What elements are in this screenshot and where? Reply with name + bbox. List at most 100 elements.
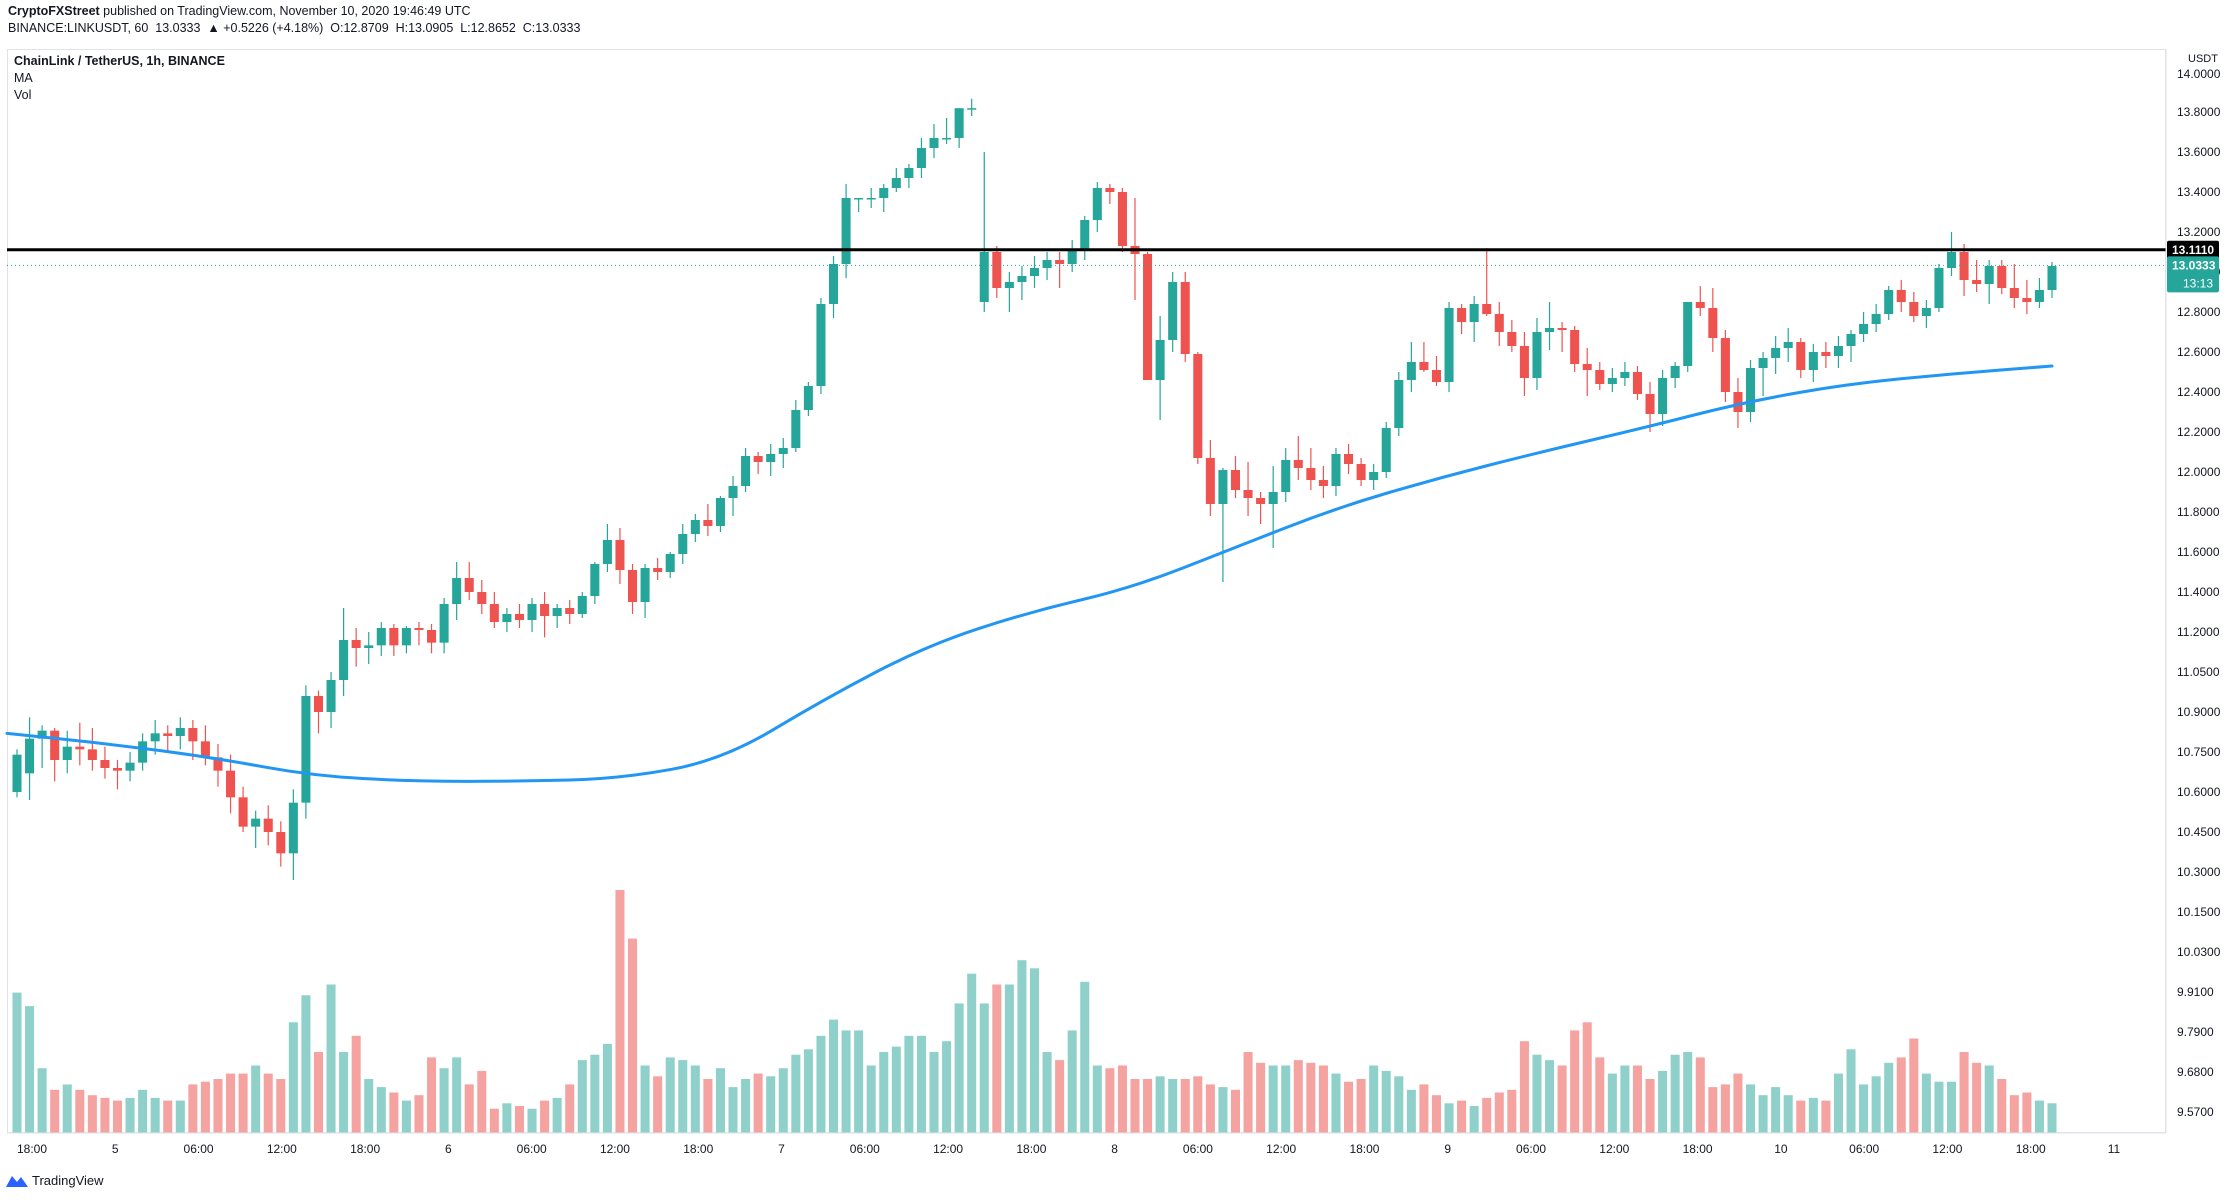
- volume-bar: [1871, 1076, 1881, 1133]
- x-tick-label: 18:00: [683, 1142, 713, 1156]
- candle: [791, 400, 801, 452]
- volume-bar: [678, 1060, 688, 1133]
- candle: [778, 438, 788, 468]
- candle-body: [401, 628, 411, 646]
- candle-body: [1532, 332, 1542, 378]
- volume-bar: [866, 1065, 876, 1133]
- candle-body: [1557, 328, 1567, 330]
- candle: [1796, 338, 1806, 378]
- candle-body: [1381, 428, 1391, 472]
- candle-body: [879, 188, 889, 198]
- volume-bar: [665, 1057, 675, 1133]
- candle: [1632, 366, 1642, 400]
- candle-body: [238, 797, 248, 827]
- volume-bar: [1444, 1103, 1454, 1133]
- volume-bar: [1783, 1095, 1793, 1133]
- candle: [163, 725, 173, 752]
- candle: [1155, 316, 1165, 420]
- volume-bar: [1193, 1076, 1203, 1133]
- candle-body: [351, 640, 361, 648]
- x-tick-label: 9: [1444, 1142, 1451, 1156]
- candle-body: [427, 630, 437, 643]
- candle-body: [1519, 346, 1529, 378]
- candle-body: [1469, 304, 1479, 322]
- candle: [728, 476, 738, 516]
- candle-body: [1017, 276, 1027, 282]
- candle: [1356, 458, 1366, 486]
- x-tick-label: 06:00: [184, 1142, 214, 1156]
- candle-body: [1293, 460, 1303, 468]
- volume-bar: [1607, 1073, 1617, 1133]
- candle-body: [854, 198, 864, 200]
- candle-body: [1972, 280, 1982, 284]
- candle-body: [213, 757, 223, 771]
- legend-symbol: ChainLink / TetherUS, 1h, BINANCE: [14, 54, 225, 68]
- volume-bar: [1293, 1060, 1303, 1133]
- candle: [1092, 182, 1102, 232]
- chart-legend: ChainLink / TetherUS, 1h, BINANCE MA Vol: [14, 53, 225, 104]
- tradingview-brand[interactable]: TradingView: [6, 1173, 104, 1188]
- volume-bar: [1256, 1062, 1266, 1133]
- candle: [628, 564, 638, 614]
- candle-body: [439, 604, 449, 643]
- volume-bar: [439, 1068, 449, 1133]
- candle-body: [1545, 328, 1555, 332]
- volume-bar: [841, 1030, 851, 1133]
- volume-bar: [1067, 1030, 1077, 1133]
- volume-bar: [1243, 1052, 1253, 1133]
- volume-bar: [1205, 1084, 1215, 1133]
- quote-line: BINANCE:LINKUSDT, 60 13.0333 ▲ +0.5226 (…: [8, 21, 581, 35]
- candle: [1230, 456, 1241, 498]
- volume-bar: [942, 1041, 952, 1133]
- candle-body: [1833, 346, 1843, 356]
- volume-bar: [602, 1043, 612, 1133]
- candle-body: [1419, 362, 1429, 370]
- candle-body: [828, 264, 839, 304]
- brand-name: TradingView: [32, 1173, 104, 1188]
- legend-ma[interactable]: MA: [14, 71, 33, 85]
- volume-bar: [62, 1084, 72, 1133]
- candle: [703, 504, 713, 536]
- candle: [226, 754, 236, 814]
- candle-body: [1444, 308, 1454, 382]
- candle: [12, 749, 22, 798]
- x-tick-label: 12:00: [600, 1142, 630, 1156]
- candle: [37, 725, 47, 768]
- candle-body: [364, 645, 374, 648]
- candle-body: [1997, 266, 2007, 288]
- x-tick-label: 12:00: [1599, 1142, 1629, 1156]
- volume-bar: [1658, 1070, 1668, 1133]
- candle: [854, 198, 864, 212]
- volume-bar: [477, 1070, 487, 1133]
- volume-bar: [150, 1097, 160, 1133]
- volume-bar: [1017, 960, 1027, 1133]
- candle: [25, 717, 35, 800]
- candle: [1381, 422, 1391, 478]
- candle: [439, 598, 449, 654]
- volume-bar: [1218, 1087, 1228, 1133]
- volume-bar: [175, 1100, 185, 1133]
- candle: [1029, 256, 1040, 288]
- volume-bar: [1230, 1089, 1241, 1133]
- candle: [967, 98, 977, 116]
- x-tick-label: 18:00: [1683, 1142, 1713, 1156]
- volume-bar: [1457, 1100, 1467, 1133]
- candle: [1532, 318, 1542, 390]
- volume-bar: [87, 1095, 97, 1133]
- volume-bar: [389, 1092, 399, 1133]
- volume-bar: [37, 1068, 47, 1133]
- volume-bar: [891, 1046, 901, 1133]
- candle-body: [1281, 460, 1291, 492]
- candle: [401, 626, 411, 654]
- candle: [213, 744, 223, 787]
- candle: [1331, 448, 1341, 496]
- legend-vol[interactable]: Vol: [14, 88, 32, 102]
- candle: [251, 810, 261, 848]
- candle: [1972, 260, 1982, 292]
- volume-bar: [452, 1057, 462, 1133]
- volume-bar: [1921, 1073, 1931, 1133]
- candle: [1419, 342, 1429, 372]
- candle-body: [1067, 250, 1077, 264]
- candle: [1193, 352, 1203, 464]
